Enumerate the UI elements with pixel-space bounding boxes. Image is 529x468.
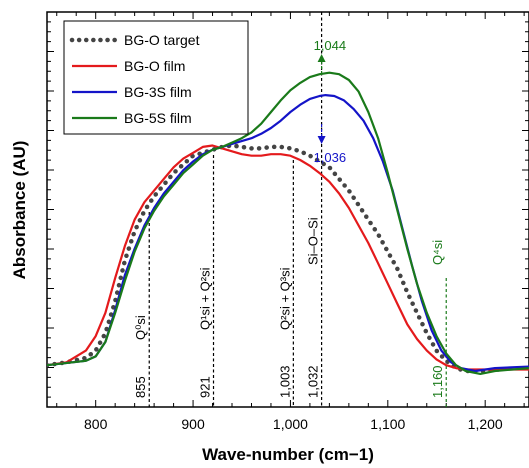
series-line (47, 71, 529, 375)
band-assignment-label: Q⁰si (133, 315, 148, 340)
legend-label: BG-3S film (124, 84, 192, 100)
arrow-head (317, 136, 326, 144)
x-tick-label: 900 (181, 416, 205, 432)
series-line (47, 143, 507, 374)
x-tick-label: 1,100 (370, 416, 405, 432)
x-tick-label: 1,000 (273, 416, 308, 432)
band-position-label: 921 (198, 376, 213, 398)
x-axis-tick-labels: 800 900 1,000 1,100 1,200 (84, 416, 503, 432)
spectra (47, 71, 529, 375)
legend: BG-O target BG-O film BG-3S film BG-5S film (63, 20, 249, 135)
x-axis-label: Wave-number (cm−1) (202, 445, 374, 464)
peak-label: 1,036 (314, 150, 347, 165)
band-assignment-label: Q¹si + Q²si (198, 267, 213, 330)
band-assignment-label: Si–O–Si (306, 217, 321, 265)
peak-annotations: 1,044 1,036 (314, 38, 347, 165)
band-assignment-label: Q⁴si (430, 240, 445, 265)
band-position-label: 1,160 (430, 365, 445, 398)
legend-label: BG-5S film (124, 110, 192, 126)
band-assignment-label: Q²si + Q³si (277, 267, 292, 330)
band-markers: 855 Q⁰si 921 Q¹si + Q²si 1,003 Q²si + Q³si 1,0… (133, 12, 447, 407)
series-line (47, 144, 529, 371)
band-position-label: 1,032 (306, 365, 321, 398)
y-axis-label: Absorbance (AU) (10, 141, 29, 280)
x-tick-label: 1,200 (468, 416, 503, 432)
legend-label: BG-O film (124, 58, 185, 74)
peak-label: 1,044 (314, 38, 347, 53)
band-position-label: 855 (133, 376, 148, 398)
legend-label: BG-O target (124, 32, 200, 48)
arrow-head (317, 54, 326, 62)
x-tick-label: 800 (84, 416, 108, 432)
band-position-label: 1,003 (277, 365, 292, 398)
